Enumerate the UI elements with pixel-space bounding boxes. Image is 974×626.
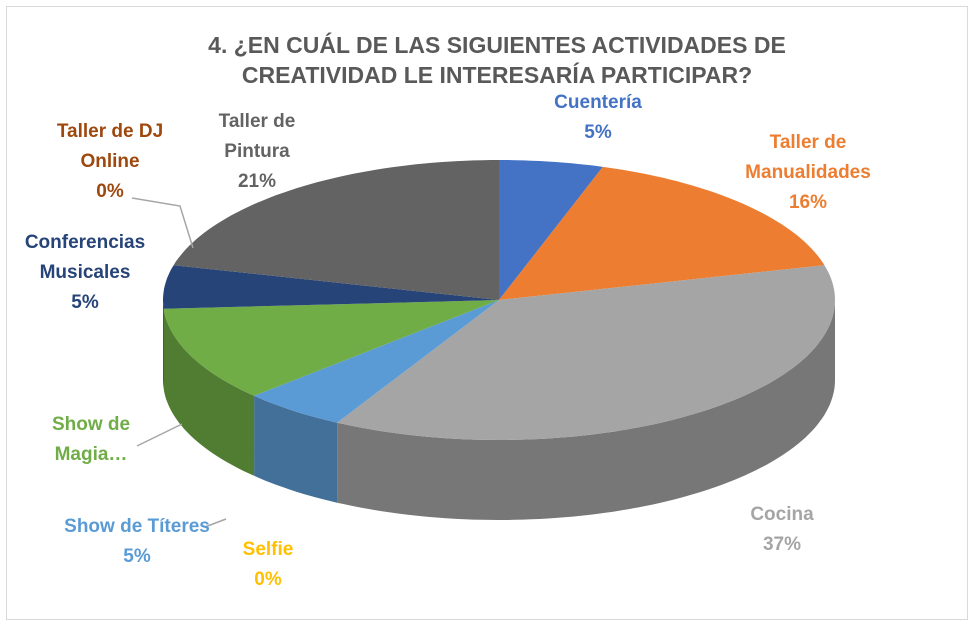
slice (499, 160, 603, 300)
data-label: Taller de DJ Online 0% (40, 117, 180, 207)
data-label: Show de Títeres 5% (37, 512, 237, 572)
slice-side (254, 395, 338, 503)
slice (163, 300, 499, 396)
value-label: 21% (237, 171, 277, 192)
slice (499, 166, 825, 300)
category-label: Taller de Pintura (218, 111, 296, 162)
slice (173, 160, 499, 300)
category-label: Taller de Manualidades (745, 132, 871, 183)
category-label: Conferencias Musicales (24, 232, 146, 283)
value-label: 5% (584, 122, 612, 143)
chart-title: 4. ¿EN CUÁL DE LAS SIGUIENTES ACTIVIDADE… (208, 32, 786, 88)
data-label: Taller de Pintura 21% (202, 107, 312, 197)
slice (163, 265, 499, 309)
value-label: 0% (96, 181, 124, 202)
value-label: 0% (254, 569, 282, 590)
slice-side (163, 308, 255, 476)
leader-line (136, 423, 183, 447)
category-label: Taller de DJ Online (56, 121, 164, 172)
data-label: Taller de Manualidades 16% (723, 128, 893, 218)
value-label: 16% (788, 192, 828, 213)
slice-side (163, 300, 164, 389)
data-label: Show de Magia… (36, 410, 146, 470)
slice (337, 265, 835, 440)
data-label: Cuentería 5% (533, 88, 663, 148)
data-label: Selfie 0% (223, 535, 313, 595)
leader-line (204, 518, 227, 528)
category-label: Show de Títeres (64, 516, 210, 537)
slice (254, 300, 499, 423)
data-label: Cocina 37% (722, 500, 842, 560)
leader-line (131, 197, 194, 249)
slice-side (337, 300, 835, 520)
data-label: Conferencias Musicales 5% (5, 228, 165, 318)
category-label: Show de Magia… (51, 414, 131, 465)
category-label: Selfie (242, 539, 294, 560)
value-label: 5% (71, 292, 99, 313)
category-label: Cocina (750, 504, 814, 525)
value-label: 5% (123, 546, 151, 567)
category-label: Cuentería (554, 92, 642, 113)
value-label: 37% (762, 534, 802, 555)
